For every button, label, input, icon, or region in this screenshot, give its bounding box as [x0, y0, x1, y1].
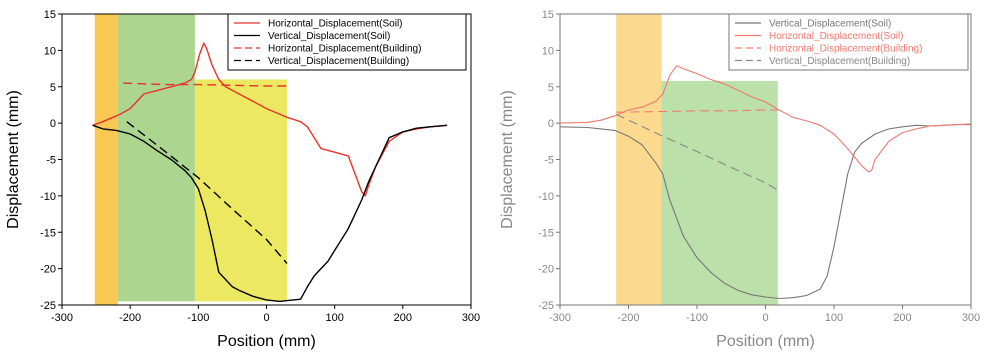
- x-tick-label: -100: [187, 312, 209, 324]
- y-tick-label: -20: [40, 264, 56, 276]
- x-tick-label: -300: [549, 312, 571, 324]
- x-tick-label: 200: [893, 312, 911, 324]
- right-chart: -300 -200 -100 0 100 200 300 15 10 5 0 -5 -10 -15 -20 -…: [499, 9, 980, 350]
- y-tick-label: 15: [44, 9, 56, 21]
- shaded-region-3: [194, 79, 287, 302]
- y-tick-label: -20: [538, 264, 554, 276]
- y-tick-label: -5: [544, 155, 554, 167]
- x-tick-label: -200: [617, 312, 639, 324]
- y-tick-label: -25: [538, 300, 554, 312]
- x-tick-label: 0: [263, 312, 269, 324]
- y-tick-label: 10: [542, 45, 554, 57]
- legend-entry-label: Horizontal_Displacement(Building): [769, 44, 922, 55]
- y-tick-label: 0: [548, 118, 554, 130]
- x-tick-label: 100: [825, 312, 843, 324]
- series-line-2: [92, 124, 448, 303]
- legend-box: [728, 13, 969, 71]
- y-tick-label: -15: [40, 227, 56, 239]
- y-tick-label: 0: [50, 118, 56, 130]
- x-tick-label: -200: [119, 312, 141, 324]
- shaded-region-1: [616, 14, 662, 305]
- y-tick-label: -15: [538, 227, 554, 239]
- x-tick-label: 0: [762, 312, 768, 324]
- legend-entry-label: Horizontal_Displacement(Soil): [769, 31, 904, 42]
- legend-box: [227, 13, 467, 71]
- x-axis-title: Position (mm): [716, 333, 815, 350]
- series-line-4: [615, 113, 779, 191]
- y-tick-label: -5: [46, 155, 56, 167]
- series-line-2: [559, 65, 972, 173]
- y-tick-label: 5: [548, 82, 554, 94]
- y-axis-title: Displacement (mm): [499, 90, 516, 229]
- y-tick-label: -25: [40, 300, 56, 312]
- shaded-region-2: [661, 80, 778, 306]
- x-tick-label: 100: [325, 312, 343, 324]
- y-axis-title: Displacement (mm): [5, 90, 22, 229]
- y-tick-label: 15: [542, 9, 554, 21]
- shaded-region-1: [94, 14, 118, 305]
- series-line-1: [92, 42, 448, 197]
- left-chart: -300 -200 -100 0 100 200 300 15 10 5 0 -5 -10 -15 -20 -…: [5, 9, 480, 350]
- x-tick-label: 300: [462, 312, 480, 324]
- y-tick-label: -10: [538, 191, 554, 203]
- x-tick-label: -300: [51, 312, 73, 324]
- series-line-3: [123, 82, 287, 87]
- legend-entry-label: Vertical_Displacement(Soil): [769, 19, 891, 30]
- series-line-4: [126, 121, 288, 264]
- legend-entry-label: Vertical_Displacement(Soil): [268, 31, 390, 42]
- legend-entry-label: Horizontal_Displacement(Soil): [268, 19, 403, 30]
- legend-entry-label: Vertical_Displacement(Building): [769, 56, 910, 67]
- shaded-region-2: [117, 14, 195, 302]
- x-tick-label: 300: [962, 312, 980, 324]
- legend-entry-label: Horizontal_Displacement(Building): [268, 44, 421, 55]
- y-tick-label: -10: [40, 191, 56, 203]
- series-line-1: [559, 124, 971, 300]
- x-tick-label: -100: [686, 312, 708, 324]
- x-axis-title: Position (mm): [217, 333, 316, 350]
- y-tick-label: 5: [50, 82, 56, 94]
- x-tick-label: 200: [394, 312, 412, 324]
- legend-entry-label: Vertical_Displacement(Building): [268, 56, 409, 67]
- y-tick-label: 10: [44, 45, 56, 57]
